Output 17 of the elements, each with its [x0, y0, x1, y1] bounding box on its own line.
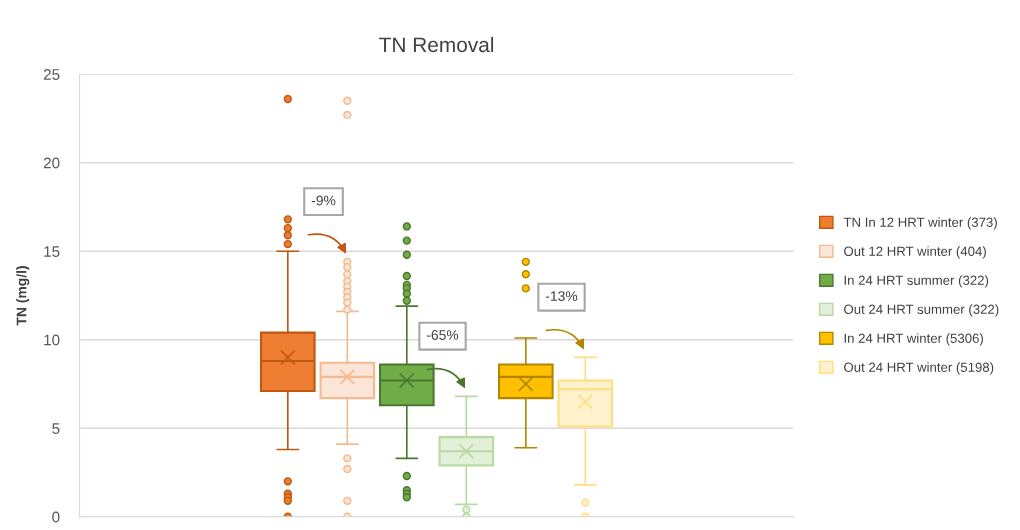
annotation: -65%: [426, 330, 459, 340]
annotation: -13%: [545, 291, 578, 301]
y-tick-label: 25: [43, 69, 60, 80]
legend-label: Out 12 HRT winter (404): [844, 246, 986, 259]
chart-title: TN Removal: [379, 36, 494, 53]
y-tick-label: 0: [52, 511, 60, 523]
y-tick-label: 20: [43, 157, 60, 169]
legend-label: TN In 12 HRT winter (373): [843, 217, 997, 230]
annotation: -9%: [311, 195, 336, 206]
y-tick-label: 5: [52, 423, 60, 434]
legend-label: Out 24 HRT summer (322): [844, 304, 999, 317]
y-tick-label: 15: [44, 246, 60, 257]
y-axis-title: TN (mg/l): [16, 266, 30, 326]
legend-label: In 24 HRT summer (322): [844, 275, 989, 288]
legend-label: In 24 HRT winter (5306): [844, 333, 983, 346]
y-tick-label: 10: [44, 334, 60, 346]
legend-label: Out 24 HRT winter (5198): [844, 362, 994, 375]
